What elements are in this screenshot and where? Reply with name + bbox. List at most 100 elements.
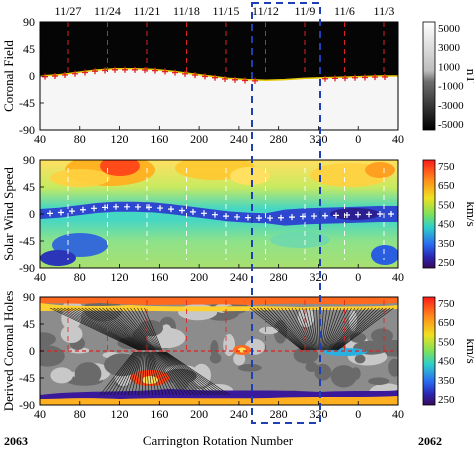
x-tick-label: 40 xyxy=(34,132,46,146)
field-line xyxy=(288,307,312,351)
colorbar-tick-label: -5000 xyxy=(438,119,464,131)
field-line xyxy=(120,351,140,396)
field-line xyxy=(331,307,370,351)
y-tick-label: 45 xyxy=(23,180,35,194)
colorbar xyxy=(422,159,436,269)
highlight-box xyxy=(251,2,321,424)
y-tick-label: -45 xyxy=(19,234,35,248)
plus-marker xyxy=(289,214,295,221)
x-tick-label: 40 xyxy=(392,270,404,284)
x-tick-label: 80 xyxy=(74,270,86,284)
x-tick-label: 160 xyxy=(150,407,168,421)
gray-patch xyxy=(305,362,318,372)
plus-marker xyxy=(256,214,262,221)
plus-marker xyxy=(112,66,118,73)
x-tick-label: 280 xyxy=(270,407,288,421)
plus-marker xyxy=(69,208,75,215)
y-tick-label: 45 xyxy=(23,317,35,331)
gray-patch xyxy=(371,328,393,344)
plus-marker xyxy=(333,212,339,219)
field-line xyxy=(329,307,363,351)
field-line xyxy=(110,351,137,396)
plus-marker xyxy=(62,72,68,79)
x-tick-label: 40 xyxy=(392,132,404,146)
date-label: 11/15 xyxy=(213,4,240,18)
field-line xyxy=(53,307,140,351)
colorbar-tick-label: 650 xyxy=(438,317,455,329)
field-line xyxy=(151,351,171,396)
field-line xyxy=(291,307,313,351)
plus-marker xyxy=(168,206,174,213)
field-line xyxy=(105,307,153,351)
date-label: 11/9 xyxy=(295,4,316,18)
field-line xyxy=(145,351,150,396)
colorbar-tick-label: 350 xyxy=(438,375,455,387)
field-line xyxy=(98,307,151,351)
plus-marker xyxy=(132,66,138,73)
colorbar-tick-label: 350 xyxy=(438,238,455,250)
gray-patch xyxy=(233,352,246,366)
x-tick-label: 240 xyxy=(230,407,248,421)
field-line xyxy=(324,307,342,351)
plus-marker xyxy=(182,70,188,77)
colorbar-unit: km/s xyxy=(464,201,474,226)
plus-marker xyxy=(311,213,317,220)
colorbar-tick-label: 550 xyxy=(438,336,455,348)
field-line xyxy=(117,351,139,396)
colorbar-tick-label: 250 xyxy=(438,394,455,406)
field-line xyxy=(95,307,150,351)
plus-marker xyxy=(201,210,207,217)
x-tick-label: 40 xyxy=(34,407,46,421)
field-line xyxy=(328,307,359,351)
plus-marker xyxy=(234,213,240,220)
north-pole-hole xyxy=(40,297,398,305)
plus-marker xyxy=(192,72,198,79)
field-line xyxy=(270,307,308,351)
field-line xyxy=(160,351,209,396)
plus-marker xyxy=(322,212,328,219)
plus-marker xyxy=(58,209,64,216)
plus-marker xyxy=(72,70,78,77)
field-line xyxy=(336,307,391,351)
x-tick-label: 320 xyxy=(309,132,327,146)
y-tick-label: -45 xyxy=(19,371,35,385)
plus-marker xyxy=(82,69,88,76)
field-line xyxy=(130,307,159,351)
colorbar-tick-label: 550 xyxy=(438,199,455,211)
plus-marker xyxy=(157,205,163,212)
plus-marker xyxy=(372,74,378,81)
field-line xyxy=(161,351,213,396)
field-line xyxy=(150,351,167,396)
plus-marker xyxy=(267,215,273,222)
field-line xyxy=(131,351,142,396)
colorbar-tick-label: 450 xyxy=(438,219,455,231)
field-line xyxy=(91,307,149,351)
field-line xyxy=(156,351,192,396)
plus-marker xyxy=(222,75,228,82)
colorbar-ticks: 750 650 550 450 350 250 xyxy=(438,161,455,269)
plus-marker xyxy=(223,213,229,220)
colorbar-tick-label: 5000 xyxy=(438,23,461,35)
x-tick-label: 0 xyxy=(355,132,361,146)
field-line xyxy=(260,307,305,351)
x-tick-label: 160 xyxy=(150,270,168,284)
x-tick-label: 40 xyxy=(392,407,404,421)
y-tick-label: 90 xyxy=(23,153,35,167)
left-rotation-label: 2063 xyxy=(4,434,28,448)
field-line xyxy=(332,307,373,351)
red-plus-markers xyxy=(42,66,388,84)
field-line xyxy=(337,307,394,351)
negative-polarity-region xyxy=(40,68,398,130)
x-tick-label: 240 xyxy=(230,270,248,284)
x-tick-label: 160 xyxy=(150,132,168,146)
field-line xyxy=(333,307,377,351)
field-line xyxy=(151,351,174,396)
y-tick-label: 45 xyxy=(23,42,35,56)
x-tick-label: 320 xyxy=(309,270,327,284)
plus-marker xyxy=(179,207,185,214)
plus-marker xyxy=(242,77,248,84)
date-label: 11/18 xyxy=(173,4,200,18)
plus-marker xyxy=(47,210,53,217)
field-line xyxy=(335,307,387,351)
colorbar-tick-label: 750 xyxy=(438,161,455,173)
